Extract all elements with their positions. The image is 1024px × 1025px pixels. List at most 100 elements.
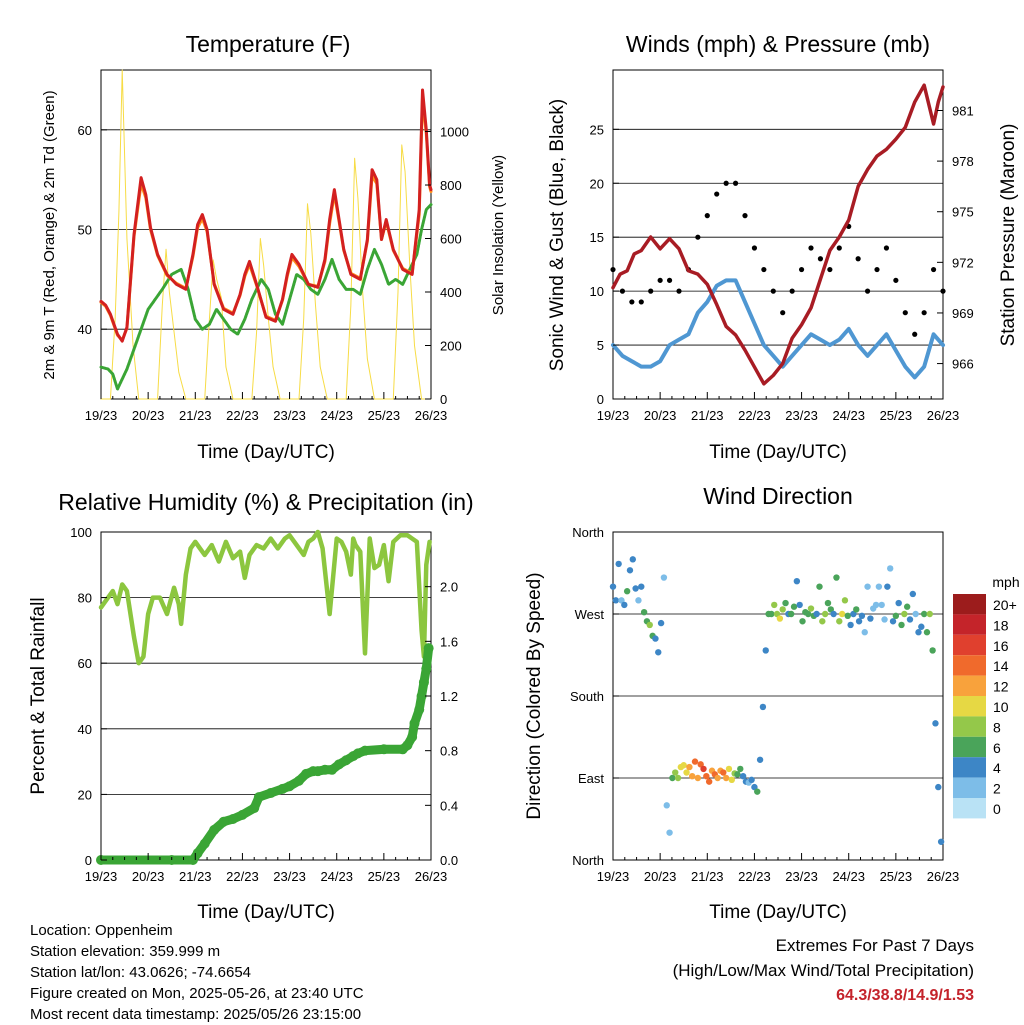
direction-point (782, 599, 789, 607)
direction-point (632, 585, 639, 592)
y2-tick-label: 1.2 (440, 689, 458, 704)
info-latlon: Station lat/lon: 43.0626; -74.6654 (30, 964, 252, 981)
temperature-solar-series (100, 69, 432, 400)
direction-point (771, 601, 778, 609)
direction-point (906, 616, 914, 623)
y2-tick-label: 2.0 (440, 580, 458, 595)
direction-point (903, 603, 911, 610)
direction-point (683, 769, 690, 776)
solar-insolation-line (100, 69, 432, 400)
y-tick-label: 20 (78, 787, 92, 802)
precip-point (319, 764, 330, 775)
gust-point (732, 180, 739, 186)
legend-swatch (953, 655, 986, 676)
y2-tick-label: 975 (952, 205, 974, 220)
direction-point (621, 601, 628, 609)
direction-point (881, 616, 888, 623)
x-tick-label: 19/23 (597, 869, 630, 884)
x-tick-label: 24/23 (832, 408, 865, 423)
direction-point (754, 788, 761, 795)
gust-point (723, 180, 729, 186)
direction-point (864, 583, 871, 590)
gust-point (930, 266, 937, 273)
direction-point (728, 776, 735, 784)
direction-point (915, 629, 922, 636)
rh-line (98, 529, 432, 666)
direction-point (722, 774, 730, 782)
direction-point (889, 618, 897, 625)
y2-tick-label: 969 (952, 306, 974, 321)
direction-point (895, 599, 902, 607)
direction-point (920, 610, 928, 618)
y-tick-label: 10 (590, 284, 604, 299)
wind-line (611, 278, 945, 380)
x-tick-label: 21/23 (691, 408, 724, 423)
y2-tick-label: 600 (440, 232, 462, 247)
legend-swatch (953, 757, 986, 778)
x-tick-label: 26/23 (927, 869, 960, 884)
gust-point (893, 277, 899, 283)
direction-point (694, 774, 702, 782)
legend-swatch (953, 696, 986, 717)
y-tick-label: 60 (78, 656, 92, 671)
legend-swatch (953, 777, 986, 798)
y2-tick-label: 1.6 (440, 634, 458, 649)
y-tick-label: West (575, 607, 605, 622)
precip-point (192, 848, 203, 859)
y2-tick-label: 200 (440, 339, 462, 354)
direction-point (816, 583, 823, 590)
direction-point (720, 769, 727, 776)
legend-swatch (953, 798, 986, 819)
pressure-line (611, 83, 945, 386)
gust-point (902, 310, 908, 316)
gust-point (780, 310, 786, 316)
x-tick-label: 25/23 (880, 408, 913, 423)
direction-point (833, 574, 840, 581)
direction-point (853, 606, 860, 613)
winds-x-ticks: 19/23 20/23 21/23 22/23 23/23 24/23 25/23 26/23 (597, 392, 959, 423)
legend-label: 6 (993, 740, 1001, 756)
humidity-x-ticks: 19/23 20/23 21/23 22/23 23/23 24/23 25/23 26/23 (85, 853, 447, 884)
gust-point (836, 245, 842, 251)
direction-point (838, 610, 846, 618)
gust-point (808, 245, 814, 251)
y-tick-label: North (572, 525, 604, 540)
temp-2m-line (99, 88, 433, 343)
legend-swatch (953, 736, 986, 758)
precip-point (253, 792, 264, 803)
direction-point (788, 610, 795, 618)
gust-point (742, 213, 748, 219)
legend-label: 12 (993, 679, 1009, 695)
precip-point (294, 775, 304, 786)
winds-y-axis-label: Sonic Wind & Gust (Blue, Black) (547, 99, 568, 371)
direction-point (790, 603, 798, 610)
gust-point (798, 266, 805, 273)
legend-label: 10 (993, 699, 1009, 715)
legend-label: 4 (993, 760, 1001, 776)
direction-point (819, 618, 826, 625)
x-tick-label: 20/23 (132, 408, 165, 423)
precip-point (407, 732, 418, 742)
direction-point (705, 778, 713, 785)
extremes-block: Extremes For Past 7 Days (High/Low/Max W… (673, 933, 974, 1008)
y-tick-label: 0 (597, 392, 604, 407)
x-tick-label: 21/23 (179, 869, 212, 884)
speed-legend: mph 20+ 18 16 14 12 10 8 6 4 2 0 (953, 574, 1020, 819)
gust-point (770, 288, 776, 294)
precip-point (421, 663, 432, 674)
direction-point (666, 829, 673, 836)
humidity-frame (100, 531, 432, 861)
x-tick-label: 23/23 (273, 408, 306, 423)
temperature-y2-axis-label: Solar Insolation (Yellow) (490, 155, 507, 315)
y2-tick-label: 0.0 (440, 853, 458, 868)
direction-point (686, 763, 693, 771)
legend-title: mph (992, 574, 1019, 590)
direction-point (703, 772, 710, 780)
extremes-subtitle: (High/Low/Max Wind/Total Precipitation) (672, 961, 974, 980)
gust-point (751, 245, 758, 251)
direction-point (861, 629, 868, 636)
y2-tick-label: 400 (440, 285, 462, 300)
precip-point (409, 718, 420, 729)
direction-point (858, 612, 866, 620)
direction-point (884, 583, 891, 590)
